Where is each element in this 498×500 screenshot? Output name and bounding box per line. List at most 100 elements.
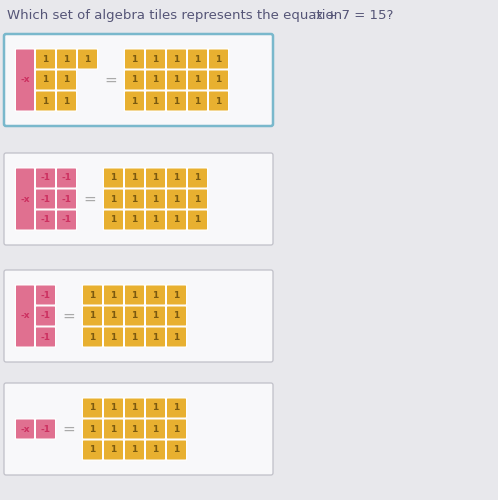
Text: 1: 1 [42,54,49,64]
Text: 1: 1 [131,424,137,434]
FancyBboxPatch shape [103,285,124,305]
FancyBboxPatch shape [145,189,166,209]
Text: 1: 1 [152,216,159,224]
Text: 1: 1 [152,424,159,434]
FancyBboxPatch shape [166,189,187,209]
FancyBboxPatch shape [4,383,273,475]
FancyBboxPatch shape [124,440,145,460]
FancyBboxPatch shape [166,419,187,439]
Text: 1: 1 [173,290,180,300]
FancyBboxPatch shape [145,168,166,188]
Text: 1: 1 [84,54,91,64]
Text: 1: 1 [131,404,137,412]
FancyBboxPatch shape [166,91,187,111]
Text: 1: 1 [194,76,201,84]
FancyBboxPatch shape [103,398,124,418]
Text: 1: 1 [89,424,96,434]
Text: 1: 1 [131,174,137,182]
Text: -x: -x [20,194,30,203]
FancyBboxPatch shape [103,210,124,230]
Text: -1: -1 [61,194,72,203]
FancyBboxPatch shape [145,49,166,69]
Text: Which set of algebra tiles represents the equation: Which set of algebra tiles represents th… [7,9,342,22]
FancyBboxPatch shape [145,210,166,230]
Text: ⁻x: ⁻x [310,9,323,22]
Text: -x: -x [20,312,30,320]
Text: 1: 1 [111,312,117,320]
FancyBboxPatch shape [35,91,56,111]
FancyBboxPatch shape [35,419,56,439]
Text: 1: 1 [194,96,201,106]
Text: 1: 1 [152,76,159,84]
FancyBboxPatch shape [187,210,208,230]
FancyBboxPatch shape [15,168,35,230]
FancyBboxPatch shape [4,270,273,362]
Text: =: = [63,422,75,436]
FancyBboxPatch shape [56,189,77,209]
Text: 1: 1 [173,332,180,342]
FancyBboxPatch shape [103,327,124,347]
Text: 1: 1 [111,290,117,300]
Text: + 7 = 15?: + 7 = 15? [322,9,393,22]
FancyBboxPatch shape [166,210,187,230]
Text: 1: 1 [111,446,117,454]
Text: 1: 1 [173,404,180,412]
Text: -1: -1 [40,332,50,342]
Text: 1: 1 [111,404,117,412]
Text: 1: 1 [111,194,117,203]
FancyBboxPatch shape [35,327,56,347]
Text: 1: 1 [173,174,180,182]
FancyBboxPatch shape [82,327,103,347]
FancyBboxPatch shape [187,189,208,209]
Text: 1: 1 [111,424,117,434]
Text: -1: -1 [40,216,50,224]
FancyBboxPatch shape [187,70,208,90]
FancyBboxPatch shape [15,49,35,111]
Text: 1: 1 [152,404,159,412]
Text: 1: 1 [173,194,180,203]
Text: 1: 1 [89,290,96,300]
FancyBboxPatch shape [166,168,187,188]
FancyBboxPatch shape [166,306,187,326]
Text: 1: 1 [89,446,96,454]
Text: 1: 1 [111,174,117,182]
Text: -1: -1 [40,174,50,182]
Text: 1: 1 [173,216,180,224]
Text: 1: 1 [131,216,137,224]
FancyBboxPatch shape [166,327,187,347]
FancyBboxPatch shape [35,70,56,90]
FancyBboxPatch shape [15,419,35,439]
Text: 1: 1 [111,216,117,224]
Text: 1: 1 [215,54,222,64]
FancyBboxPatch shape [15,285,35,347]
FancyBboxPatch shape [82,306,103,326]
FancyBboxPatch shape [145,327,166,347]
Text: 1: 1 [194,216,201,224]
FancyBboxPatch shape [145,306,166,326]
Text: 1: 1 [152,194,159,203]
FancyBboxPatch shape [103,440,124,460]
Text: 1: 1 [131,290,137,300]
FancyBboxPatch shape [145,70,166,90]
FancyBboxPatch shape [56,49,77,69]
FancyBboxPatch shape [82,440,103,460]
FancyBboxPatch shape [166,49,187,69]
Text: 1: 1 [215,76,222,84]
Text: 1: 1 [111,332,117,342]
Text: 1: 1 [131,54,137,64]
FancyBboxPatch shape [77,49,98,69]
Text: 1: 1 [42,96,49,106]
Text: 1: 1 [194,194,201,203]
Text: 1: 1 [152,332,159,342]
FancyBboxPatch shape [103,419,124,439]
Text: 1: 1 [173,424,180,434]
FancyBboxPatch shape [124,49,145,69]
Text: 1: 1 [173,54,180,64]
Text: 1: 1 [131,332,137,342]
FancyBboxPatch shape [208,49,229,69]
Text: 1: 1 [173,96,180,106]
FancyBboxPatch shape [124,91,145,111]
FancyBboxPatch shape [124,70,145,90]
FancyBboxPatch shape [35,168,56,188]
FancyBboxPatch shape [103,189,124,209]
